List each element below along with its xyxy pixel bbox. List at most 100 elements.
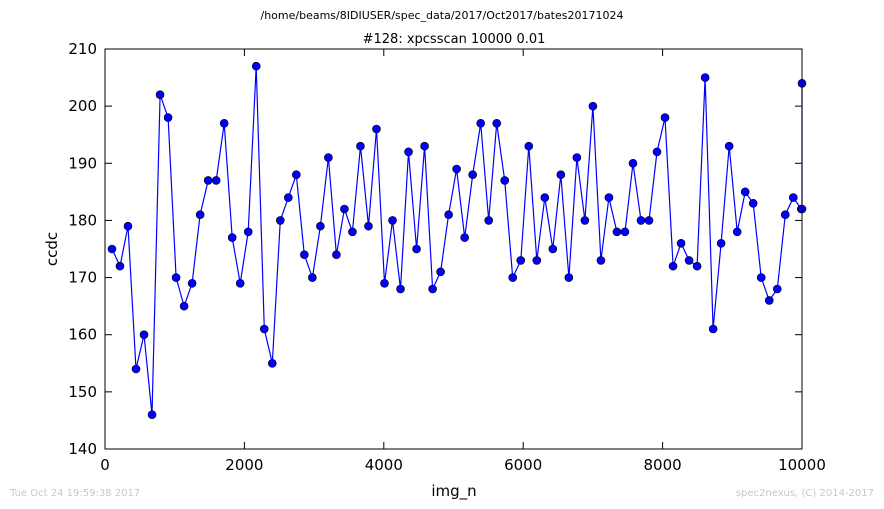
data-point: [676, 238, 686, 248]
data-point: [380, 278, 389, 288]
x-tick-label: 6000: [504, 456, 542, 474]
chart-title: #128: xpcsscan 10000 0.01: [363, 32, 546, 47]
data-point: [580, 216, 590, 225]
data-point: [219, 118, 229, 128]
data-point: [275, 216, 285, 225]
data-point: [155, 90, 165, 100]
data-point: [420, 141, 429, 151]
y-tick-label: 160: [68, 326, 97, 344]
data-point: [684, 256, 694, 265]
data-point: [604, 193, 614, 202]
data-point: [179, 301, 189, 311]
x-axis-label: img_n: [431, 482, 476, 501]
data-point: [203, 176, 213, 185]
data-point: [460, 233, 469, 242]
data-point: [548, 244, 558, 254]
y-tick-label: 200: [68, 97, 97, 115]
tick-labels: 0 2000 4000 6000 8000 10000 140 150 160 170 180 190…: [68, 40, 826, 474]
data-point: [292, 170, 301, 180]
data-point: [364, 221, 373, 231]
data-point: [284, 193, 293, 202]
data-point: [267, 358, 277, 368]
plot-frame: [104, 48, 803, 450]
data-point: [652, 147, 662, 157]
data-point: [468, 170, 477, 180]
data-point: [660, 113, 670, 122]
data-point: [187, 278, 197, 288]
data-point: [484, 216, 493, 225]
series-line: [111, 66, 803, 415]
data-point: [716, 238, 726, 248]
data-point: [692, 261, 702, 271]
data-point: [532, 256, 542, 265]
data-point: [195, 210, 205, 220]
data-point: [356, 141, 365, 151]
data-point: [508, 273, 518, 282]
data-point: [107, 244, 117, 254]
data-point: [524, 141, 534, 151]
data-point: [227, 233, 237, 242]
y-tick-label: 170: [68, 269, 97, 287]
figure-suptitle: /home/beams/8IDIUSER/spec_data/2017/Oct2…: [260, 9, 624, 22]
data-point: [316, 221, 325, 231]
data-point: [139, 330, 149, 340]
data-point: [324, 153, 333, 162]
data-point: [628, 158, 638, 168]
x-tick-label: 2000: [225, 456, 263, 474]
data-point: [732, 227, 742, 237]
data-point: [436, 267, 445, 277]
data-point: [428, 284, 437, 294]
y-tick-label: 190: [68, 154, 97, 172]
data-point: [259, 324, 269, 334]
y-tick-label: 180: [68, 211, 97, 229]
data-point: [740, 187, 750, 197]
data-point: [115, 261, 125, 271]
y-tick-label: 150: [68, 383, 97, 401]
data-point: [708, 324, 718, 334]
data-point: [348, 227, 357, 237]
data-point: [780, 210, 790, 220]
x-tick-label: 4000: [365, 456, 403, 474]
series-group: [107, 61, 807, 420]
data-point: [516, 256, 526, 265]
data-point: [612, 227, 622, 237]
data-point: [572, 153, 582, 162]
data-point: [163, 113, 173, 122]
y-tick-label: 210: [68, 40, 97, 58]
data-point: [700, 73, 710, 82]
data-point: [772, 284, 782, 294]
data-point: [596, 256, 606, 265]
data-point: [300, 250, 309, 260]
data-point: [540, 193, 550, 202]
data-point: [564, 273, 574, 282]
data-point: [251, 61, 261, 71]
data-point: [211, 176, 221, 185]
data-point: [756, 273, 766, 282]
y-tick-label: 140: [68, 440, 97, 458]
data-point: [332, 250, 341, 260]
x-tick-label: 8000: [644, 456, 682, 474]
data-point: [644, 216, 654, 225]
data-point: [588, 101, 598, 111]
data-point: [556, 170, 566, 180]
footer-credit: spec2nexus, (C) 2014-2017: [735, 488, 874, 499]
data-point: [171, 273, 181, 282]
data-point: [131, 364, 141, 374]
data-point: [123, 221, 133, 231]
data-point: [724, 141, 734, 151]
data-point: [243, 227, 253, 237]
data-point: [452, 164, 461, 174]
data-point: [500, 176, 510, 185]
data-point: [444, 210, 453, 220]
data-point: [396, 284, 405, 294]
data-point: [668, 261, 678, 271]
x-tick-label: 10000: [778, 456, 826, 474]
x-tick-label: 0: [100, 456, 110, 474]
data-point: [636, 216, 646, 225]
data-point: [404, 147, 413, 157]
data-point: [492, 118, 502, 128]
y-axis-label: ccdc: [43, 232, 61, 266]
data-point: [764, 296, 774, 305]
data-point: [388, 216, 397, 225]
